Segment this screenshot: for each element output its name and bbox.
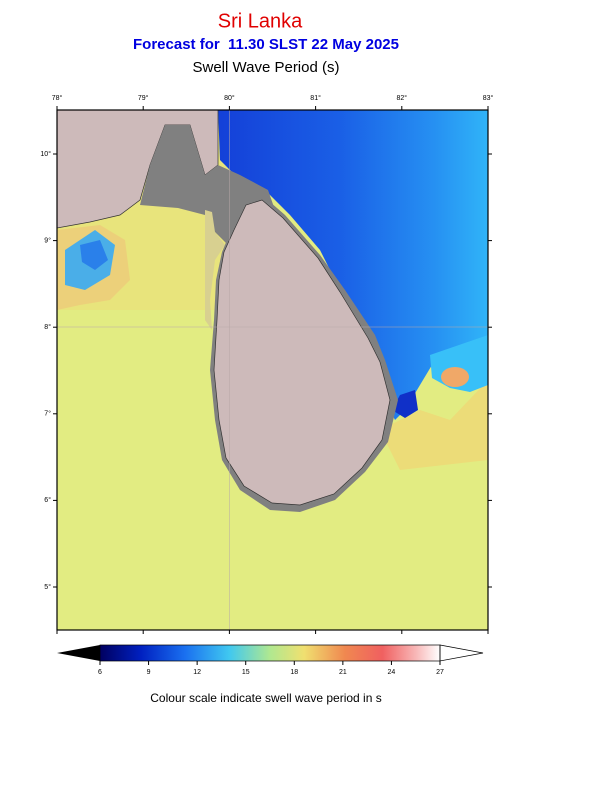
colorbar-tick-label: 9	[147, 669, 151, 676]
sea-patch	[205, 210, 225, 330]
colorbar-low-arrow	[57, 645, 100, 661]
lat-label: 7°	[44, 410, 51, 418]
colorbar-tick-label: 6	[98, 669, 102, 676]
sea-patch	[441, 367, 469, 387]
map	[57, 110, 488, 630]
colorbar-tick-label: 27	[436, 669, 444, 676]
map-frame	[56, 109, 489, 631]
sri-lanka-land	[213, 199, 391, 506]
lat-label: 9°	[44, 236, 51, 244]
colorbar-tick-label: 24	[388, 669, 396, 676]
lon-label: 79°	[138, 94, 149, 102]
lat-label: 6°	[44, 496, 51, 504]
parameter: Swell Wave Period (s)	[193, 59, 340, 76]
sea-patch	[80, 240, 108, 270]
colorbar-tick-label: 21	[339, 669, 347, 676]
sea-patch	[380, 380, 488, 470]
sea-patch	[392, 390, 418, 418]
lat-label: 10°	[40, 150, 51, 158]
lon-label: 82°	[397, 94, 408, 102]
lon-label: 81°	[310, 94, 321, 102]
lat-label: 5°	[44, 583, 51, 591]
colorbar-caption: Colour scale indicate swell wave period …	[150, 691, 381, 705]
lat-label: 8°	[44, 323, 51, 331]
sea-deep	[218, 110, 488, 420]
lon-label: 83°	[483, 94, 494, 102]
lon-label: 78°	[52, 94, 63, 102]
colorbar-high-arrow	[439, 644, 484, 662]
subtitle: Forecast for 11.30 SLST 22 May 2025	[133, 36, 399, 53]
title: Sri Lanka	[218, 10, 303, 32]
colorbar-tick-label: 15	[242, 669, 250, 676]
colorbar-tick-label: 18	[290, 669, 298, 676]
colorbar-frame	[99, 644, 441, 662]
colorbar-tick-label: 12	[193, 669, 201, 676]
colorbar	[100, 645, 440, 661]
lon-label: 80°	[224, 94, 235, 102]
